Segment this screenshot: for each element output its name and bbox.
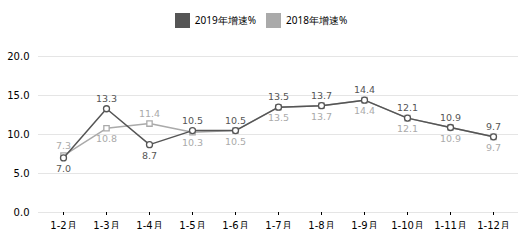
svg-text:12.1: 12.1 (397, 102, 418, 113)
svg-text:13.5: 13.5 (268, 112, 289, 123)
svg-text:14.4: 14.4 (354, 84, 375, 95)
svg-text:10.3: 10.3 (182, 137, 203, 148)
svg-text:12.1: 12.1 (397, 123, 418, 134)
svg-text:7.0: 7.0 (56, 163, 71, 174)
svg-text:1-8月: 1-8月 (308, 220, 334, 229)
svg-text:9.7: 9.7 (486, 142, 501, 153)
svg-text:9.7: 9.7 (486, 121, 501, 132)
svg-text:1-10月: 1-10月 (391, 220, 424, 229)
svg-text:10.5: 10.5 (182, 115, 203, 126)
svg-text:10.5: 10.5 (225, 136, 246, 147)
svg-text:1-3月: 1-3月 (93, 220, 119, 229)
svg-text:15.0: 15.0 (7, 90, 29, 101)
svg-text:1-5月: 1-5月 (179, 220, 205, 229)
svg-text:13.3: 13.3 (96, 93, 117, 104)
svg-text:5.0: 5.0 (14, 168, 30, 179)
svg-text:1-7月: 1-7月 (265, 220, 291, 229)
svg-text:13.7: 13.7 (311, 90, 332, 101)
svg-text:10.8: 10.8 (96, 133, 117, 144)
svg-text:0.0: 0.0 (14, 207, 30, 218)
svg-text:8.7: 8.7 (142, 150, 157, 161)
svg-text:1-2月: 1-2月 (50, 220, 76, 229)
svg-text:13.5: 13.5 (268, 91, 289, 102)
svg-text:14.4: 14.4 (354, 105, 375, 116)
svg-text:10.5: 10.5 (225, 115, 246, 126)
svg-text:20.0: 20.0 (7, 51, 29, 62)
svg-text:7.3: 7.3 (56, 140, 71, 151)
svg-text:1-4月: 1-4月 (136, 220, 162, 229)
svg-text:11.4: 11.4 (139, 108, 160, 119)
svg-text:10.9: 10.9 (440, 112, 461, 123)
svg-text:1-11月: 1-11月 (434, 220, 467, 229)
svg-text:1-6月: 1-6月 (222, 220, 248, 229)
svg-text:13.7: 13.7 (311, 111, 332, 122)
html-text:2018年增速%: 2018年增速% (286, 13, 348, 27)
html-text:2019年增速%: 2019年增速% (194, 13, 256, 27)
svg-text:10.0: 10.0 (7, 129, 29, 140)
svg-text:10.9: 10.9 (440, 133, 461, 144)
svg-text:1-9月: 1-9月 (351, 220, 377, 229)
svg-text:1-12月: 1-12月 (477, 220, 510, 229)
